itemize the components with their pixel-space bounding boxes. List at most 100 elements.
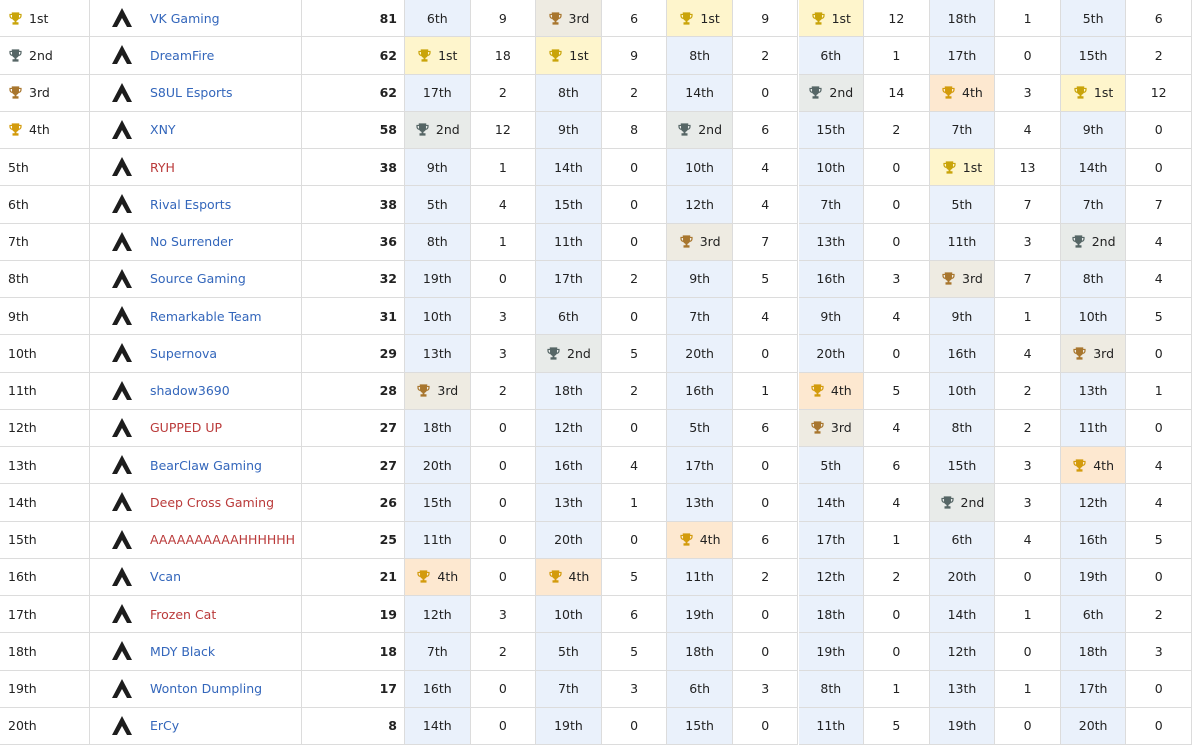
kills-cell: 2 [995, 372, 1061, 410]
team-name[interactable]: XNY [150, 122, 176, 138]
team-name[interactable]: BearClaw Gaming [150, 457, 262, 473]
points-cell: 62 [302, 74, 405, 112]
kills: 4 [892, 494, 901, 510]
total-points: 27 [379, 457, 397, 473]
placement-cell: 15th [1060, 37, 1127, 75]
team-logo [112, 45, 132, 65]
kills: 4 [892, 420, 901, 436]
rank: 3rd [29, 85, 50, 101]
kills-cell: 4 [995, 111, 1061, 149]
team-name[interactable]: VK Gaming [150, 10, 220, 26]
team-name[interactable]: Rival Esports [150, 196, 232, 212]
kills: 0 [1154, 159, 1163, 175]
kills: 0 [761, 643, 770, 659]
kills-cell: 0 [1126, 409, 1192, 447]
team-name[interactable]: Deep Cross Gaming [150, 494, 275, 510]
kills: 4 [630, 457, 639, 473]
placement: 12th [1078, 494, 1108, 510]
kills: 2 [1023, 420, 1032, 436]
team-cell: Rival Esports [90, 186, 302, 224]
placement-cell: 16th [929, 335, 996, 373]
rank-cell: 10th [0, 335, 90, 373]
placement-cell: 20th [405, 447, 471, 485]
kills-cell: 4 [601, 447, 668, 485]
team-name[interactable]: S8UL Esports [150, 85, 233, 101]
placement-cell: 7th [1060, 186, 1127, 224]
kills: 3 [498, 606, 507, 622]
kills-cell: 0 [732, 74, 799, 112]
kills-cell: 2 [601, 372, 668, 410]
kills-cell: 0 [732, 596, 799, 634]
placement-cell: 18th [929, 0, 996, 38]
kills-cell: 0 [470, 670, 537, 708]
team-name[interactable]: shadow3690 [150, 383, 230, 399]
placement-cell: 1st [1060, 74, 1127, 112]
placement-cell: 13th [798, 223, 865, 261]
placement-cell: 2nd [1060, 223, 1127, 261]
placement: 15th [422, 494, 452, 510]
rank-cell: 19th [0, 670, 90, 708]
rank: 14th [8, 494, 37, 510]
team-cell: RYH [90, 149, 302, 187]
kills-cell: 6 [864, 447, 930, 485]
team-name[interactable]: ErCy [150, 718, 180, 734]
team-name[interactable]: GUPPED UP [150, 420, 223, 436]
team-name[interactable]: Supernova [150, 345, 218, 361]
kills-cell: 8 [601, 111, 668, 149]
kills-cell: 2 [995, 409, 1061, 447]
kills: 5 [761, 271, 770, 287]
team-cell: MDY Black [90, 633, 302, 671]
placement-cell: 9th [1060, 111, 1127, 149]
kills: 0 [1154, 122, 1163, 138]
placement-cell: 16th [536, 447, 602, 485]
kills-cell: 6 [601, 0, 668, 38]
kills-cell: 2 [470, 372, 537, 410]
placement: 12th [685, 196, 714, 212]
placement: 4th [962, 85, 983, 101]
placement-cell: 14th [1060, 149, 1127, 187]
placement-cell: 5th [667, 409, 733, 447]
kills-cell: 5 [732, 260, 799, 298]
team-name[interactable]: No Surrender [150, 234, 233, 250]
team-name[interactable]: Wonton Dumpling [150, 681, 263, 697]
placement-cell: 9th [798, 298, 865, 336]
kills: 0 [498, 532, 507, 548]
kills: 2 [498, 643, 507, 659]
kills-cell: 0 [1126, 335, 1192, 373]
team-name[interactable]: MDY Black [150, 643, 216, 659]
placement-cell: 17th [1060, 670, 1127, 708]
placement-cell: 14th [405, 707, 471, 745]
placement: 11th [554, 234, 583, 250]
kills-cell: 4 [732, 298, 799, 336]
kills: 2 [630, 383, 639, 399]
placement: 20th [947, 569, 977, 585]
team-name[interactable]: Frozen Cat [150, 606, 217, 622]
kills-cell: 0 [470, 260, 537, 298]
placement-cell: 11th [929, 223, 996, 261]
team-name[interactable]: RYH [150, 159, 175, 175]
team-name[interactable]: DreamFire [150, 47, 215, 63]
team-name[interactable]: AAAAAAAAAAHHHHHH [150, 532, 296, 548]
placement: 13th [947, 681, 977, 697]
placement-cell: 7th [929, 111, 996, 149]
kills-cell: 3 [995, 484, 1061, 522]
kills: 14 [888, 85, 905, 101]
rank: 12th [8, 420, 37, 436]
placement: 12th [554, 420, 583, 436]
kills-cell: 6 [601, 596, 668, 634]
placement-cell: 9th [405, 149, 471, 187]
kills: 1 [892, 681, 901, 697]
placement-cell: 1st [929, 149, 996, 187]
team-name[interactable]: Vcan [150, 569, 182, 585]
kills: 0 [498, 494, 507, 510]
placement: 16th [816, 271, 846, 287]
kills: 5 [630, 643, 639, 659]
kills: 2 [1154, 47, 1163, 63]
placement: 12th [816, 569, 846, 585]
kills: 0 [761, 85, 770, 101]
placement-cell: 8th [405, 223, 471, 261]
team-name[interactable]: Remarkable Team [150, 308, 262, 324]
team-name[interactable]: Source Gaming [150, 271, 246, 287]
placement: 2nd [567, 345, 591, 361]
